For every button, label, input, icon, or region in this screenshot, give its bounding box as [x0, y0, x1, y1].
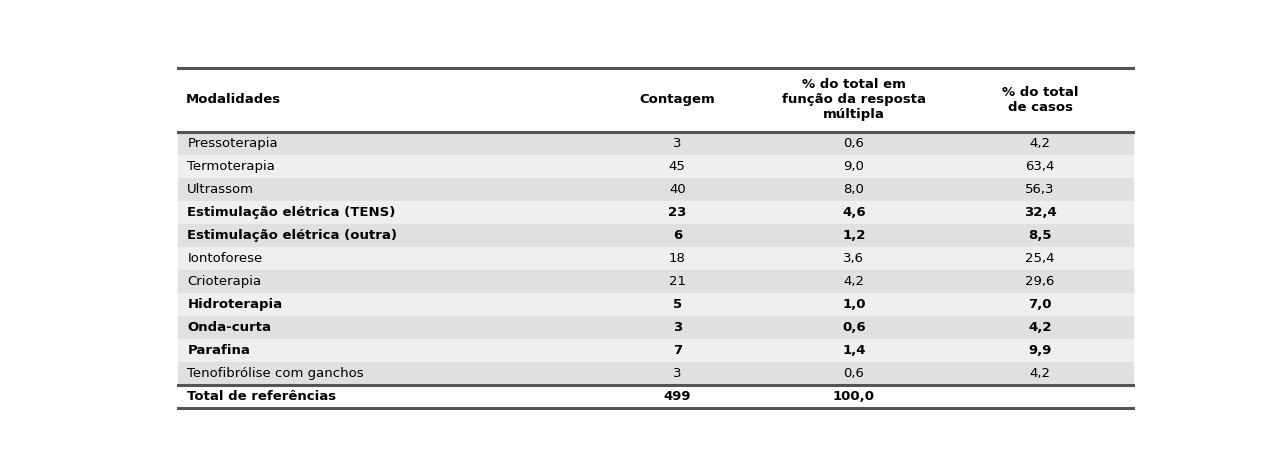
Text: % do total
de casos: % do total de casos — [1002, 86, 1078, 114]
Text: Total de referências: Total de referências — [187, 390, 337, 403]
Text: 1,4: 1,4 — [842, 344, 866, 357]
Text: 63,4: 63,4 — [1025, 160, 1055, 173]
Text: 0,6: 0,6 — [843, 368, 865, 380]
Text: 3: 3 — [673, 368, 682, 380]
Text: 45: 45 — [669, 160, 686, 173]
Bar — [178, 293, 1133, 316]
Bar — [178, 270, 1133, 293]
Text: Hidroterapia: Hidroterapia — [187, 298, 282, 311]
Text: 6: 6 — [673, 229, 682, 242]
Bar — [178, 155, 1133, 178]
Text: Crioterapia: Crioterapia — [187, 275, 262, 288]
Text: Tenofibrólise com ganchos: Tenofibrólise com ganchos — [187, 368, 364, 380]
Bar — [178, 247, 1133, 270]
Text: 4,2: 4,2 — [843, 275, 865, 288]
Text: 9,0: 9,0 — [843, 160, 865, 173]
Text: 23: 23 — [668, 206, 687, 219]
Text: 56,3: 56,3 — [1025, 183, 1055, 196]
Text: Pressoterapia: Pressoterapia — [187, 137, 278, 150]
Text: Estimulação elétrica (outra): Estimulação elétrica (outra) — [187, 229, 398, 242]
Text: 8,0: 8,0 — [843, 183, 865, 196]
Text: 29,6: 29,6 — [1025, 275, 1055, 288]
Text: 7,0: 7,0 — [1029, 298, 1052, 311]
Text: 1,2: 1,2 — [842, 229, 866, 242]
Text: 4,2: 4,2 — [1029, 322, 1052, 334]
Text: 9,9: 9,9 — [1029, 344, 1052, 357]
Text: 7: 7 — [673, 344, 682, 357]
Bar — [178, 339, 1133, 362]
Text: 0,6: 0,6 — [843, 137, 865, 150]
Bar — [178, 201, 1133, 224]
Text: 100,0: 100,0 — [833, 390, 875, 403]
Text: 499: 499 — [663, 390, 691, 403]
Bar — [178, 316, 1133, 339]
Text: 4,6: 4,6 — [842, 206, 866, 219]
Text: Modalidades: Modalidades — [185, 94, 281, 106]
Text: Ultrassom: Ultrassom — [187, 183, 254, 196]
Text: 25,4: 25,4 — [1025, 252, 1055, 265]
Text: 3: 3 — [673, 137, 682, 150]
Bar — [178, 224, 1133, 247]
Text: 3,6: 3,6 — [843, 252, 865, 265]
Text: 5: 5 — [673, 298, 682, 311]
Text: 32,4: 32,4 — [1024, 206, 1057, 219]
Text: 18: 18 — [669, 252, 686, 265]
Bar — [178, 362, 1133, 385]
Text: % do total em
função da resposta
múltipla: % do total em função da resposta múltipl… — [782, 78, 926, 122]
Text: 0,6: 0,6 — [842, 322, 866, 334]
Bar — [178, 385, 1133, 408]
Text: 4,2: 4,2 — [1030, 368, 1050, 380]
Text: 8,5: 8,5 — [1029, 229, 1052, 242]
Text: 21: 21 — [669, 275, 686, 288]
Text: 1,0: 1,0 — [842, 298, 866, 311]
Bar — [178, 178, 1133, 201]
Text: Estimulação elétrica (TENS): Estimulação elétrica (TENS) — [187, 206, 396, 219]
Text: 4,2: 4,2 — [1030, 137, 1050, 150]
Text: Termoterapia: Termoterapia — [187, 160, 276, 173]
Bar — [178, 132, 1133, 155]
Text: Iontoforese: Iontoforese — [187, 252, 263, 265]
Text: Parafina: Parafina — [187, 344, 250, 357]
Text: 40: 40 — [669, 183, 686, 196]
Text: 3: 3 — [673, 322, 682, 334]
Bar — [178, 68, 1133, 132]
Text: Contagem: Contagem — [639, 94, 715, 106]
Text: Onda-curta: Onda-curta — [187, 322, 272, 334]
